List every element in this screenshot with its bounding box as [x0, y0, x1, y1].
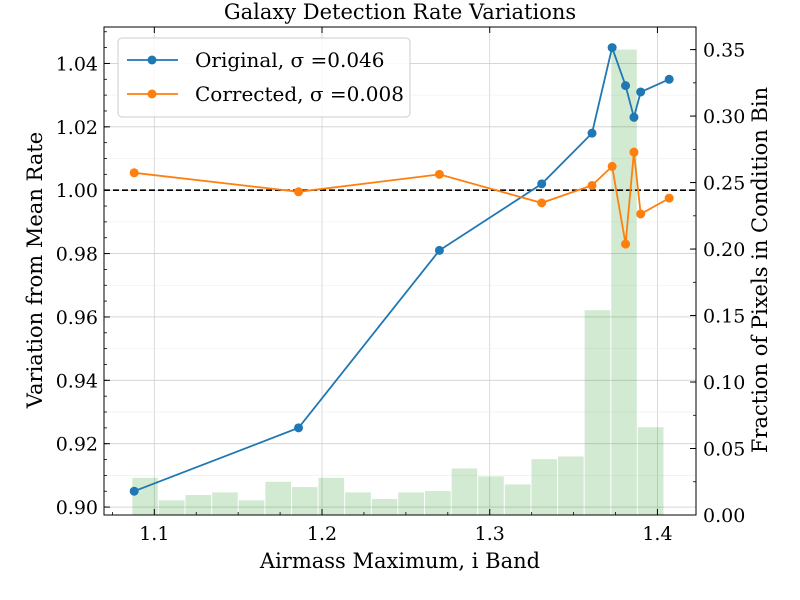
- series-point-1: [636, 209, 646, 219]
- y-tick-label: 1.02: [56, 117, 98, 139]
- chart-title: Galaxy Detection Rate Variations: [224, 0, 576, 24]
- histogram-bar: [424, 491, 451, 515]
- legend-entry-1: Corrected, σ =0.008: [195, 82, 404, 106]
- series-point-0: [434, 245, 444, 255]
- series-point-0: [629, 112, 639, 122]
- legend-entry-0: Original, σ =0.046: [195, 48, 385, 72]
- series-point-0: [621, 81, 631, 91]
- y-tick-label: 0.94: [56, 370, 98, 392]
- y2-tick-label: 0.10: [703, 372, 745, 394]
- histogram-bar: [611, 49, 637, 515]
- histogram-bar: [478, 476, 504, 515]
- series-point-0: [636, 87, 646, 97]
- series-point-1: [664, 193, 674, 203]
- series-point-1: [621, 239, 631, 249]
- x-tick-label: 1.3: [475, 523, 505, 545]
- y-tick-label: 1.04: [56, 53, 98, 75]
- series-point-0: [294, 423, 304, 433]
- y2-tick-label: 0.00: [703, 505, 745, 527]
- histogram-bar: [212, 492, 238, 515]
- series-point-1: [434, 169, 444, 179]
- series-point-0: [607, 43, 617, 53]
- histogram-bar: [398, 492, 424, 515]
- y2-tick-label: 0.20: [703, 239, 745, 261]
- y-tick-label: 0.90: [56, 497, 98, 519]
- series-point-0: [664, 74, 674, 84]
- series-point-1: [294, 187, 304, 197]
- histogram-bar: [451, 468, 478, 515]
- histogram-bar: [238, 500, 265, 515]
- histogram-bar: [531, 459, 557, 515]
- series-point-0: [129, 486, 139, 496]
- histogram-bar: [504, 484, 531, 515]
- histogram-bar: [557, 456, 584, 515]
- legend: Original, σ =0.046 Corrected, σ =0.008: [117, 37, 411, 118]
- histogram-bar: [345, 492, 371, 515]
- x-tick-label: 1.1: [139, 523, 169, 545]
- axes-frame: [103, 26, 697, 516]
- plot-area: 1.1 1.2 1.3 1.4 0.90 0.92 0.94 0.96 0.98 1.00 1.02…: [56, 26, 745, 545]
- histogram-bar: [371, 499, 398, 515]
- histogram-bar: [637, 427, 664, 515]
- y2-tick-label: 0.05: [703, 439, 745, 461]
- series-point-1: [537, 198, 547, 208]
- series-point-1: [607, 161, 617, 171]
- legend-marker-1: [147, 89, 157, 99]
- histogram-bar: [318, 477, 345, 515]
- series-line-0: [133, 44, 670, 493]
- x-tick-label: 1.2: [307, 523, 337, 545]
- series-point-1: [129, 168, 139, 178]
- y2-tick-label: 0.30: [703, 106, 745, 128]
- series-point-0: [587, 128, 597, 138]
- y2-tick-label: 0.15: [703, 306, 745, 328]
- y2-tick-label: 0.25: [703, 173, 745, 195]
- histogram-bar: [158, 500, 185, 515]
- series-point-1: [587, 180, 597, 190]
- legend-marker-0: [147, 55, 157, 65]
- histogram-bar: [291, 487, 318, 515]
- x-axis-label: Airmass Maximum, i Band: [259, 549, 540, 573]
- y2-tick-label: 0.35: [703, 40, 745, 62]
- y-tick-label: 0.96: [56, 307, 98, 329]
- series-line-1: [134, 152, 670, 245]
- y-tick-label: 1.00: [56, 180, 98, 202]
- y2-axis-label: Fraction of Pixels in Condition Bin: [748, 87, 772, 453]
- histogram-bar: [185, 495, 212, 515]
- y-tick-label: 0.92: [56, 434, 98, 456]
- legend-frame: [117, 37, 411, 118]
- x-tick-label: 1.4: [642, 523, 672, 545]
- series-point-0: [537, 179, 547, 189]
- histogram-bar: [265, 481, 291, 515]
- series-point-1: [629, 147, 639, 157]
- y-tick-label: 0.98: [56, 244, 98, 266]
- y-axis-label: Variation from Mean Rate: [23, 132, 47, 409]
- histogram-bar: [584, 310, 611, 515]
